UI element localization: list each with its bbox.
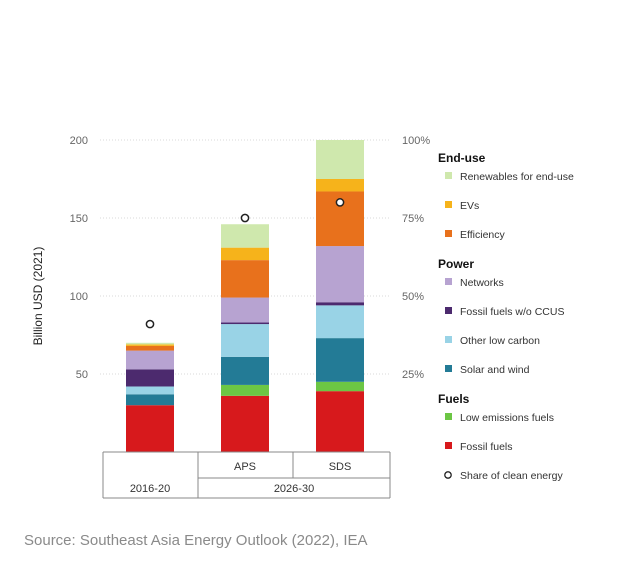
bar-segment-efficiency	[126, 345, 174, 351]
legend-heading: End-use	[438, 151, 486, 165]
legend-swatch-fossil	[445, 442, 452, 449]
bar-segment-ffccus	[316, 302, 364, 306]
y-tick-label: 100	[70, 291, 88, 303]
legend-item-label: Networks	[460, 277, 504, 289]
bar-segment-solar	[126, 394, 174, 406]
y2-tick-label: 25%	[402, 369, 424, 381]
bar-segment-networks	[221, 297, 269, 323]
bar-segment-otherlow	[221, 324, 269, 357]
bar-segment-evs	[126, 344, 174, 346]
legend-swatch-lowem	[445, 413, 452, 420]
legend-heading: Power	[438, 257, 474, 271]
bar-segment-otherlow	[316, 305, 364, 339]
x-category-label: SDS	[329, 461, 352, 473]
legend-swatch-marker	[444, 471, 452, 479]
bar-segment-lowem	[316, 381, 364, 392]
x-group-label: 2016-20	[130, 483, 170, 495]
share-marker	[240, 213, 250, 223]
y2-tick-label: 50%	[402, 291, 424, 303]
legend-swatch-solar	[445, 365, 452, 372]
bar-segment-networks	[126, 350, 174, 370]
legend-item-label: Share of clean energy	[460, 470, 563, 482]
share-marker	[335, 198, 345, 207]
bar-segment-renew	[316, 140, 364, 179]
bar-segment-renew	[126, 342, 174, 345]
y-tick-label: 200	[70, 135, 88, 147]
bar-segment-lowem	[221, 384, 269, 396]
legend-swatch-efficiency	[445, 230, 452, 237]
legend-swatch-ffccus	[445, 307, 452, 314]
x-category-label: APS	[234, 461, 256, 473]
y2-tick-label: 100%	[402, 135, 430, 147]
legend-item-label: EVs	[460, 200, 479, 212]
x-group-label: 2026-30	[274, 483, 314, 495]
legend-swatch-networks	[445, 278, 452, 285]
source-note: Source: Southeast Asia Energy Outlook (2…	[24, 532, 368, 549]
bar-segment-fossil	[316, 391, 364, 452]
y2-tick-label: 75%	[402, 213, 424, 225]
legend-swatch-evs	[445, 201, 452, 208]
legend-swatch-otherlow	[445, 336, 452, 343]
legend-swatch-renew	[445, 172, 452, 179]
bar-segment-fossil	[221, 395, 269, 452]
bar-segment-fossil	[126, 405, 174, 452]
chart: 50 25% 100 50% 150 75% 200 100% Billion USD (202…	[31, 135, 574, 499]
bar-segment-ffccus	[126, 369, 174, 387]
y-tick-label: 150	[70, 213, 88, 225]
bar-segment-otherlow	[126, 386, 174, 395]
legend-item-label: Fossil fuels w/o CCUS	[460, 306, 564, 318]
bar-segment-evs	[221, 247, 269, 261]
bar-segment-solar	[221, 356, 269, 385]
bar-segment-renew	[221, 224, 269, 248]
legend-item-label: Solar and wind	[460, 364, 530, 376]
legend-item-label: Renewables for end-use	[460, 171, 574, 183]
bar-segment-networks	[316, 246, 364, 303]
legend-heading: Fuels	[438, 392, 470, 406]
share-marker	[145, 319, 155, 329]
bar-segment-ffccus	[221, 322, 269, 325]
legend-item-label: Low emissions fuels	[460, 412, 554, 424]
legend-item-label: Fossil fuels	[460, 441, 513, 453]
y-axis-title: Billion USD (2021)	[31, 247, 45, 346]
legend-item-label: Efficiency	[460, 229, 505, 241]
legend-item-label: Other low carbon	[460, 335, 540, 347]
bar-segment-efficiency	[221, 260, 269, 298]
bar-segment-evs	[316, 179, 364, 192]
y-tick-label: 50	[76, 369, 88, 381]
bar-segment-solar	[316, 338, 364, 382]
